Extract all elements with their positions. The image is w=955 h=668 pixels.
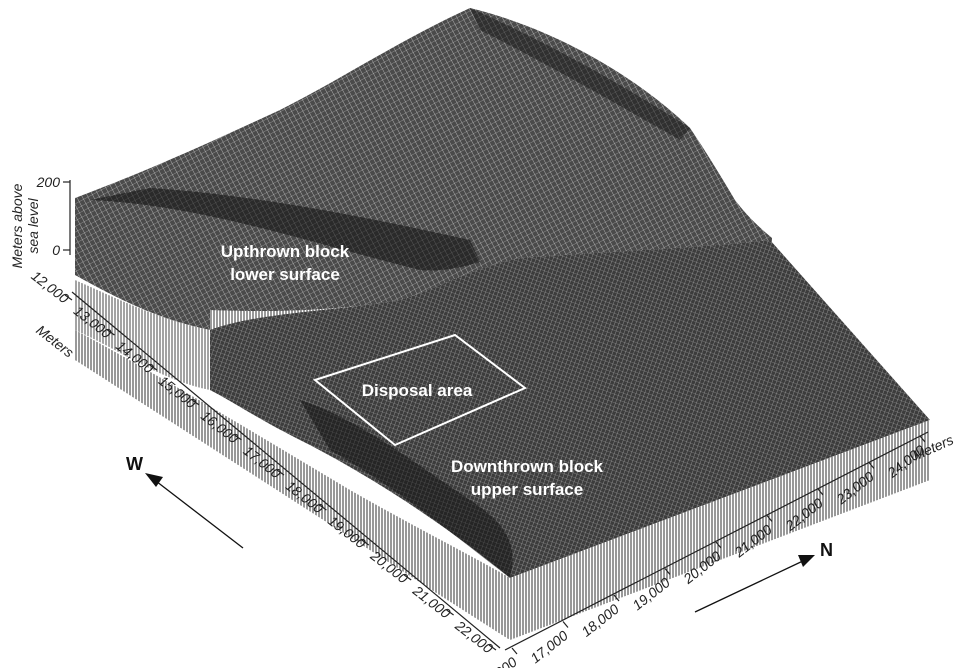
- ridge-shading: [90, 188, 480, 271]
- elevation-tick-label-200: 200: [36, 174, 61, 190]
- north-axis-tick: [613, 594, 620, 602]
- north-arrow-head-icon: [798, 555, 815, 567]
- north-front-wall: [510, 420, 930, 640]
- west-axis-tick: [234, 434, 242, 441]
- west-axis-line: [71, 291, 501, 649]
- disposal-area-outline: [312, 333, 527, 447]
- west-axis-tick: [319, 504, 327, 511]
- west-direction: W: [126, 454, 244, 549]
- north-axis-tick: [511, 647, 518, 655]
- elevation-axis: 200 0 Meters above sea level: [9, 174, 71, 268]
- downthrown-label-line2: upper surface: [471, 480, 583, 499]
- west-axis-tick: [64, 294, 73, 301]
- west-axis-tick: [403, 574, 412, 581]
- west-axis-tick: [149, 364, 158, 371]
- downthrown-label-line1: Downthrown block: [451, 457, 604, 476]
- north-axis-tick-label: 16,000: [476, 654, 520, 668]
- upthrown-label-line1: Upthrown block: [221, 242, 350, 261]
- west-axis-tick: [276, 469, 285, 476]
- north-direction: N: [694, 540, 833, 613]
- north-axis-tick-label: 17,000: [527, 627, 571, 666]
- north-direction-label: N: [820, 540, 833, 560]
- north-axis-line: [504, 431, 929, 651]
- north-axis-tick: [664, 568, 671, 575]
- west-arrow-shaft: [151, 477, 244, 549]
- north-axis-tick: [715, 541, 722, 549]
- west-axis-tick: [488, 644, 497, 651]
- west-axis-tick: [107, 329, 115, 336]
- downthrown-surface: [210, 240, 930, 578]
- upthrown-label-line2: lower surface: [230, 265, 340, 284]
- north-axis-tick: [766, 515, 773, 522]
- north-axis-tick: [562, 621, 569, 628]
- mountain-crest-shading: [470, 8, 690, 140]
- west-axis-tick: [191, 399, 200, 406]
- west-axis-tick: [361, 539, 370, 546]
- upthrown-front-wall: [75, 198, 210, 390]
- west-direction-label: W: [126, 454, 143, 474]
- elevation-axis-title-line1: Meters above: [9, 183, 25, 268]
- north-axis-tick: [919, 435, 926, 443]
- north-axis-tick: [817, 488, 824, 496]
- elevation-axis-title-line2: sea level: [25, 197, 41, 253]
- downthrown-dark-patch: [300, 400, 513, 578]
- west-axis-tick-label: 12,000: [28, 267, 72, 306]
- west-axis-tick: [446, 609, 454, 616]
- north-arrow-shaft: [694, 559, 806, 613]
- west-arrow-head-icon: [145, 473, 163, 487]
- disposal-area-label: Disposal area: [362, 381, 473, 400]
- elevation-tick-label-0: 0: [52, 242, 60, 258]
- west-front-wall: [75, 275, 510, 640]
- north-axis-tick: [868, 462, 875, 469]
- west-axis-title: Meters: [33, 322, 77, 361]
